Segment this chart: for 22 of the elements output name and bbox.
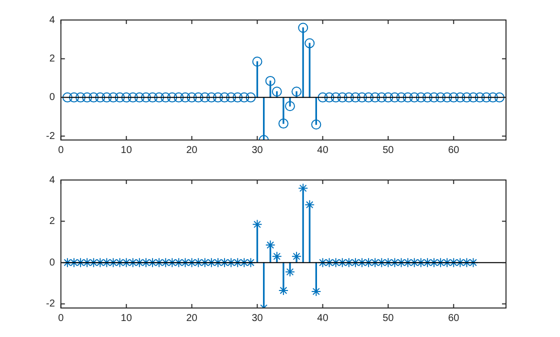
x-tick-label: 60	[448, 312, 460, 324]
y-tick-label: -2	[46, 298, 56, 310]
x-tick-label: 10	[120, 312, 132, 324]
x-tick-label: 0	[58, 312, 64, 324]
x-tick-label: 50	[382, 144, 394, 156]
x-tick-label: 40	[317, 312, 329, 324]
y-tick-label: 4	[49, 174, 56, 186]
x-tick-label: 50	[382, 312, 394, 324]
x-tick-label: 0	[58, 144, 64, 156]
x-tick-label: 30	[252, 144, 264, 156]
y-tick-label: 4	[49, 14, 56, 26]
y-tick-label: 0	[49, 257, 56, 268]
y-tick-label: 0	[49, 92, 56, 104]
x-tick-label: 10	[120, 144, 132, 156]
x-tick-label: 60	[448, 144, 460, 156]
y-tick-label: -2	[46, 130, 56, 142]
x-tick-label: 30	[252, 312, 264, 324]
x-tick-label: 40	[317, 144, 329, 156]
x-tick-label: 20	[186, 144, 198, 156]
y-tick-label: 2	[49, 53, 56, 64]
y-tick-label: 2	[49, 216, 56, 228]
x-tick-label: 20	[186, 312, 198, 324]
